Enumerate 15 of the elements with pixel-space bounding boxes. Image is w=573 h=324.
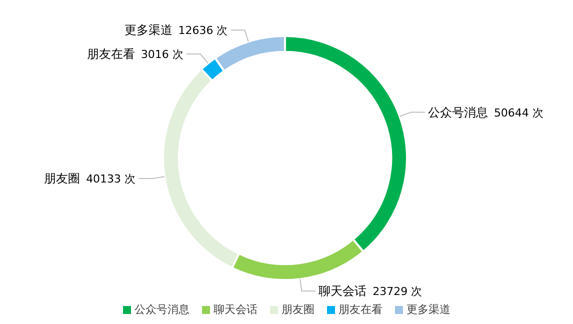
data-label: 50644 次 [494, 106, 544, 119]
data-label: 23729 次 [372, 284, 422, 298]
slice-label: 聊天会话 [318, 284, 367, 298]
legend-label: 朋友圈 [280, 302, 314, 317]
slice-label: 朋友圈 [44, 171, 80, 186]
legend-label: 朋友在看 [338, 302, 382, 317]
legend-label: 更多渠道 [406, 302, 450, 317]
data-label: 12636 次 [178, 24, 228, 37]
slice-label: 朋友在看 [86, 47, 135, 62]
legend-label: 公众号消息 [134, 302, 190, 317]
data-label: 3016 次 [140, 48, 184, 61]
slice-label: 更多渠道 [124, 23, 172, 38]
data-label: 40133 次 [86, 172, 136, 185]
legend-label: 聊天会话 [212, 302, 258, 317]
slice-label: 公众号消息 [428, 105, 488, 120]
